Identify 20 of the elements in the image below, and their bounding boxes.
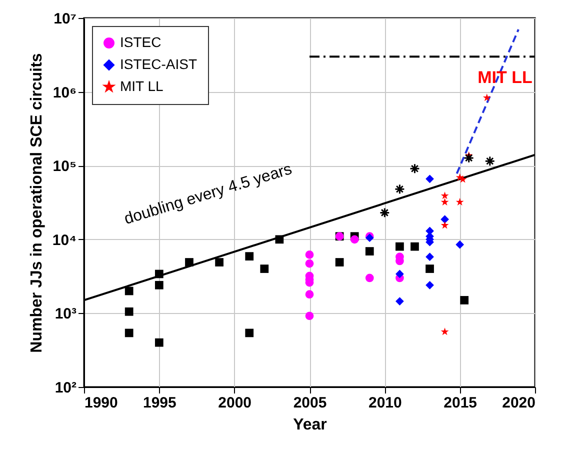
y-axis-title: Number JJs in operational SCE circuits — [28, 53, 46, 353]
x-tick-label: 2020 — [502, 394, 536, 412]
x-axis-title: Year — [293, 416, 327, 434]
y-tick-label: 10⁵ — [52, 158, 76, 176]
y-tick-label: 10⁴ — [52, 232, 76, 249]
annotation: MIT LL — [478, 68, 532, 87]
y-tick-label: 10⁷ — [54, 10, 76, 28]
annotation: doubling every 4.5 years — [122, 160, 294, 228]
y-tick-label: 10⁶ — [52, 84, 76, 102]
y-tick-label: 10³ — [54, 306, 76, 323]
x-tick-label: 1995 — [142, 394, 176, 412]
x-tick-label: 2015 — [444, 394, 478, 412]
x-tick-label: 2005 — [293, 394, 327, 412]
legend-label: ISTEC-AIST — [120, 56, 198, 72]
legend-label: ISTEC — [120, 34, 162, 50]
x-tick-label: 2000 — [218, 394, 252, 412]
x-tick-label: 1990 — [84, 394, 118, 412]
y-tick-label: 10² — [54, 380, 76, 396]
legend-label: MIT LL — [120, 78, 164, 94]
x-tick-label: 2010 — [368, 394, 402, 412]
